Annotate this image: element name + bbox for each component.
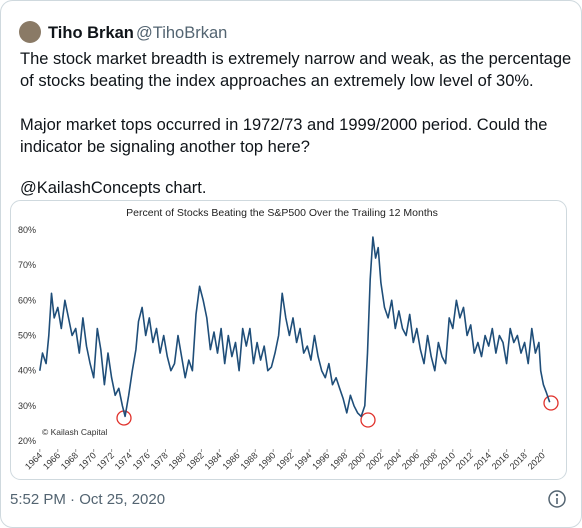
user-handle[interactable]: @TihoBrkan [136,24,227,42]
user-name[interactable]: Tiho Brkan [48,24,134,42]
info-icon[interactable] [548,490,566,508]
avatar[interactable] [19,21,41,43]
chart-frame [10,200,567,480]
info-circle [548,490,566,508]
y-tick-label: 80% [18,225,36,235]
y-tick-label: 60% [18,295,36,305]
y-tick-label: 40% [18,366,36,376]
chart-annotation: © Kailash Capital [42,427,107,437]
tweet-line: @KailashConcepts chart. [20,179,206,197]
tweet-line: Major market tops occurred in 1972/73 an… [20,116,547,134]
highlight-circle [360,412,376,428]
timestamp[interactable]: 5:52 PM · Oct 25, 2020 [10,491,165,508]
tweet-line: of stocks beating the index approaches a… [20,72,534,90]
tweet-line: indicator be signaling another top here? [20,138,310,156]
y-tick-label: 20% [18,436,36,446]
y-tick-label: 70% [18,260,36,270]
y-tick-label: 30% [18,401,36,411]
series-line [39,236,551,418]
tweet-line: The stock market breadth is extremely na… [20,50,571,68]
info-dot [555,493,559,497]
chart-title: Percent of Stocks Beating the S&P500 Ove… [126,207,438,219]
highlight-circle [543,395,559,411]
y-tick-label: 50% [18,331,36,341]
